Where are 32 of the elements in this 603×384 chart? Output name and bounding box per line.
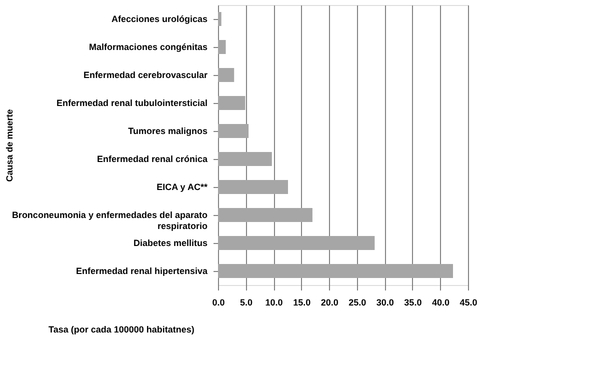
y-tick-label: Diabetes mellitus <box>133 238 208 248</box>
x-tick-label: 30.0 <box>376 298 394 308</box>
y-tick-label: Enfermedad renal tubulointersticial <box>56 98 208 108</box>
bar <box>218 236 375 250</box>
bar <box>218 68 234 82</box>
bar <box>218 180 288 194</box>
y-axis-title: Causa de muerte <box>4 109 14 182</box>
bar <box>218 96 246 110</box>
bar <box>218 152 272 166</box>
x-tick-label: 15.0 <box>293 298 311 308</box>
y-tick-label: Afecciones urológicas <box>111 14 208 24</box>
x-tick-label: 0.0 <box>212 298 225 308</box>
x-tick-label: 10.0 <box>265 298 283 308</box>
x-axis-title: Tasa (por cada 100000 habitatnes) <box>48 324 194 334</box>
x-tick-label: 35.0 <box>404 298 422 308</box>
y-tick-label: Enfermedad renal hipertensiva <box>76 266 208 276</box>
x-tick-label: 40.0 <box>432 298 450 308</box>
y-tick-label: Malformaciones congénitas <box>88 42 208 52</box>
y-tick-label: Enfermedad renal crónica <box>96 154 208 164</box>
x-tick-label: 25.0 <box>348 298 366 308</box>
bar <box>218 40 226 54</box>
y-tick-label: EICA y AC** <box>156 182 208 192</box>
bar <box>218 12 222 26</box>
y-tick-label: Tumores malignos <box>128 126 208 136</box>
x-tick-label: 20.0 <box>320 298 338 308</box>
x-tick-label: 45.0 <box>460 298 478 308</box>
bar <box>218 124 249 138</box>
y-tick-label: Bronconeumonia y enfermedades del aparato respiratorio <box>12 210 208 231</box>
bar <box>218 208 312 222</box>
bar <box>218 264 453 278</box>
x-tick-label: 5.0 <box>240 298 253 308</box>
y-tick-label: Enfermedad cerebrovascular <box>83 70 208 80</box>
